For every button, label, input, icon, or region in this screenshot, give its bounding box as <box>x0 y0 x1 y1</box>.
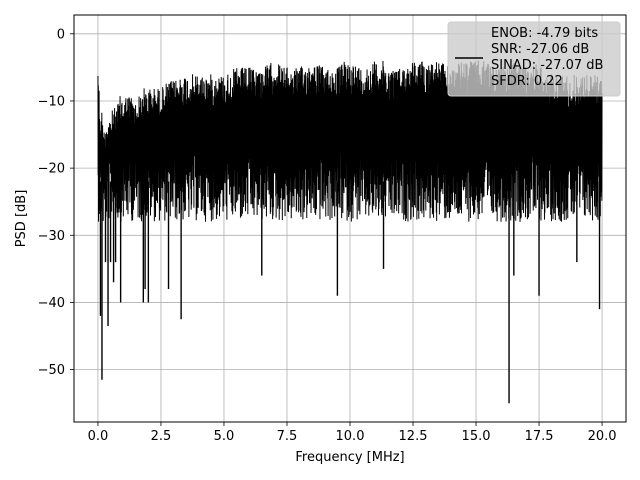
psd-series <box>97 60 603 404</box>
x-tick-label: 5.0 <box>214 429 235 444</box>
x-tick-label: 20.0 <box>588 429 617 444</box>
legend-entry-enob: ENOB: -4.79 bits <box>491 26 598 41</box>
y-axis-label: PSD [dB] <box>14 190 29 248</box>
y-tick-label: −10 <box>38 94 65 109</box>
x-tick-label: 0.0 <box>88 429 109 444</box>
legend-box <box>447 21 621 97</box>
x-axis-ticks: 0.0 2.5 5.0 7.5 10.0 12.5 15.0 17.5 20.0 <box>88 422 617 444</box>
y-tick-label: −40 <box>38 296 65 311</box>
legend: ENOB: -4.79 bits SNR: -27.06 dB SINAD: -… <box>447 21 621 97</box>
y-tick-label: −30 <box>38 229 65 244</box>
plot-frame <box>73 14 627 423</box>
x-tick-label: 7.5 <box>277 429 298 444</box>
psd-trace <box>97 60 603 222</box>
x-tick-label: 10.0 <box>336 429 365 444</box>
x-tick-label: 12.5 <box>399 429 428 444</box>
x-axis-label: Frequency [MHz] <box>295 450 404 465</box>
x-tick-label: 17.5 <box>525 429 554 444</box>
legend-entry-snr: SNR: -27.06 dB <box>491 42 589 57</box>
legend-entry-sfdr: SFDR: 0.22 <box>491 74 563 89</box>
x-tick-label: 2.5 <box>151 429 172 444</box>
x-tick-label: 15.0 <box>462 429 491 444</box>
y-tick-label: −50 <box>38 363 65 378</box>
y-tick-label: 0 <box>57 27 65 42</box>
y-axis-ticks: 0 −10 −20 −30 −40 −50 <box>38 27 74 378</box>
y-tick-label: −20 <box>38 162 65 177</box>
legend-entry-sinad: SINAD: -27.07 dB <box>491 58 603 73</box>
